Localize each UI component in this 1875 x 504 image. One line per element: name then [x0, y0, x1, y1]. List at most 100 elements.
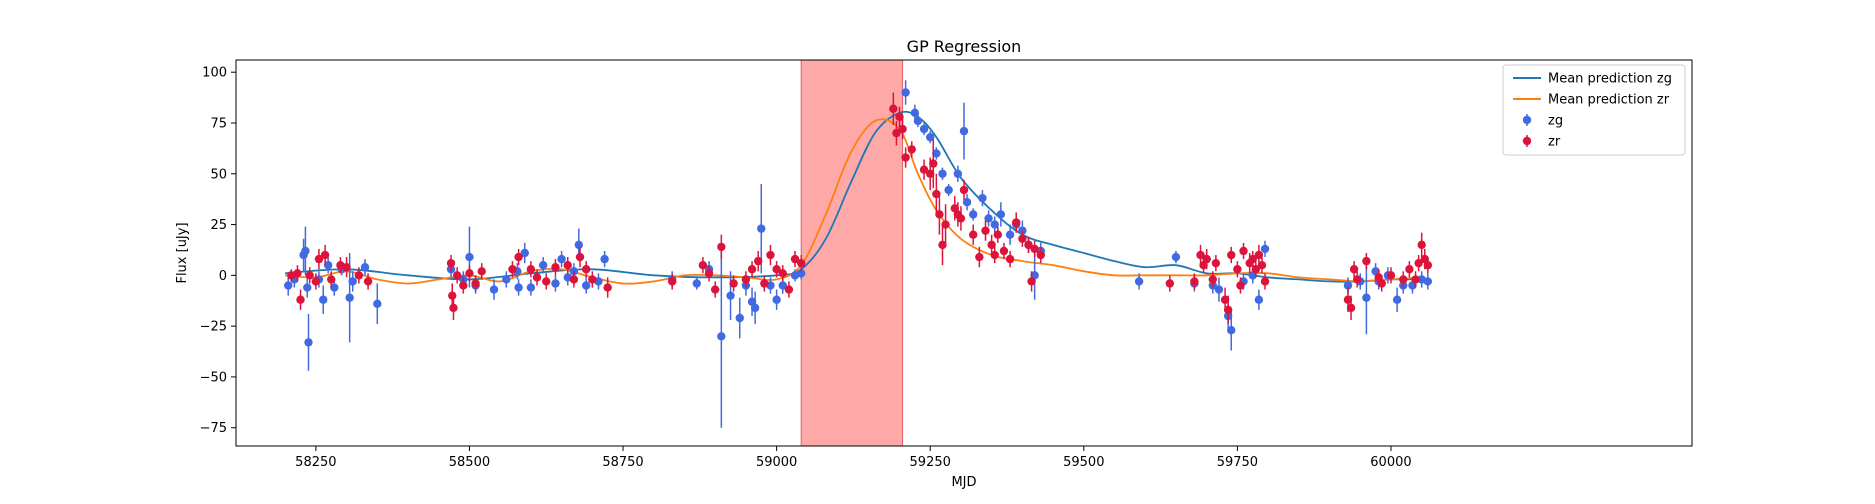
- zr-point: [975, 252, 984, 262]
- zr-point: [1362, 256, 1371, 266]
- zr-point: [1349, 265, 1359, 274]
- zr-point: [1005, 254, 1015, 264]
- legend: Mean prediction zg Mean prediction zr zg zr: [1502, 64, 1686, 156]
- zr-point: [919, 165, 929, 174]
- zr-point: [1223, 305, 1233, 315]
- zg-point: [1254, 295, 1264, 304]
- zr-point: [704, 269, 714, 278]
- zg-point: [526, 283, 536, 292]
- zr-point: [938, 240, 947, 250]
- zr-point: [1220, 295, 1230, 304]
- y-axis-label: Flux [uJy]: [175, 222, 190, 283]
- zr-point: [898, 124, 907, 134]
- zg-point: [502, 275, 511, 284]
- zg-point: [360, 263, 370, 272]
- zg-point: [757, 224, 766, 233]
- zr-point: [1190, 277, 1199, 286]
- zg-point: [969, 210, 978, 219]
- zr-point: [508, 265, 517, 274]
- legend-label-mean-prediction-zr: Mean prediction zr: [1548, 93, 1670, 108]
- zg-point: [926, 133, 935, 142]
- x-tick-label: 59750: [1217, 455, 1258, 470]
- zr-point: [1227, 250, 1236, 260]
- zr-point: [710, 285, 720, 294]
- zr-series: [287, 92, 1433, 325]
- zg-point: [1362, 293, 1371, 302]
- zr-point: [452, 271, 462, 280]
- y-tick-label: −50: [200, 370, 227, 385]
- zg-point: [692, 279, 701, 288]
- zg-point: [489, 285, 499, 294]
- zg-point: [304, 338, 313, 347]
- zr-point: [1024, 240, 1033, 250]
- zr-point: [892, 128, 901, 138]
- zr-point: [1405, 265, 1414, 274]
- zg-point: [910, 108, 920, 118]
- highlight-band: [800, 59, 904, 447]
- zr-point: [1233, 265, 1242, 274]
- zg-series: [284, 80, 1433, 428]
- zr-point: [941, 220, 950, 229]
- legend-label-mean-prediction-zg: Mean prediction zg: [1548, 72, 1672, 87]
- zr-point: [1414, 258, 1423, 268]
- zr-point: [999, 246, 1009, 256]
- y-tick-label: 25: [210, 218, 227, 233]
- zr-point: [363, 277, 373, 286]
- zg-point: [750, 303, 760, 313]
- zg-point: [726, 291, 735, 300]
- zr-point: [1260, 277, 1270, 286]
- zr-point: [907, 145, 916, 154]
- zr-point: [889, 104, 898, 113]
- zr-point: [959, 185, 969, 195]
- zr-point: [796, 258, 806, 268]
- zr-point: [448, 291, 457, 300]
- zg-point: [984, 214, 993, 223]
- zr-point: [569, 275, 579, 284]
- zg-point: [574, 240, 584, 250]
- x-tick-label: 58250: [295, 455, 336, 470]
- zr-point: [603, 283, 612, 292]
- zg-point: [735, 313, 744, 323]
- zg-point: [772, 295, 781, 304]
- zr-point: [1211, 258, 1221, 268]
- zr-point: [956, 214, 966, 223]
- zr-point: [766, 250, 775, 260]
- zr-point: [778, 269, 787, 278]
- zr-point: [1411, 275, 1420, 284]
- zg-point: [557, 254, 566, 264]
- zg-point: [913, 116, 923, 126]
- zr-point: [760, 279, 769, 288]
- zr-point: [729, 279, 738, 288]
- zr-point: [459, 281, 468, 290]
- zr-point: [1417, 240, 1426, 250]
- zr-point: [1377, 279, 1386, 288]
- zr-point: [532, 273, 542, 282]
- zr-point: [1251, 265, 1261, 274]
- zr-point: [1196, 250, 1205, 260]
- zr-point: [1257, 260, 1267, 270]
- zr-point: [969, 230, 978, 239]
- zr-point: [1030, 244, 1039, 254]
- zr-point: [717, 242, 726, 252]
- legend-box: [1502, 64, 1686, 156]
- zg-point: [551, 279, 560, 288]
- zg-point: [901, 88, 910, 97]
- zr-point: [293, 269, 302, 278]
- zg-point: [959, 126, 969, 136]
- zg-point: [1171, 252, 1181, 262]
- zg-point: [1005, 230, 1015, 239]
- zr-point: [1208, 275, 1218, 284]
- zr-point: [926, 169, 935, 178]
- zr-point: [1165, 279, 1175, 288]
- zr-point: [471, 279, 480, 288]
- zr-point: [1346, 303, 1356, 313]
- zr-point: [1423, 260, 1433, 270]
- zr-point: [753, 256, 763, 266]
- y-tick-label: 100: [202, 66, 227, 81]
- zr-point: [354, 271, 364, 280]
- zr-point: [790, 254, 800, 264]
- y-tick-label: −25: [200, 320, 227, 335]
- zg-point: [569, 267, 579, 276]
